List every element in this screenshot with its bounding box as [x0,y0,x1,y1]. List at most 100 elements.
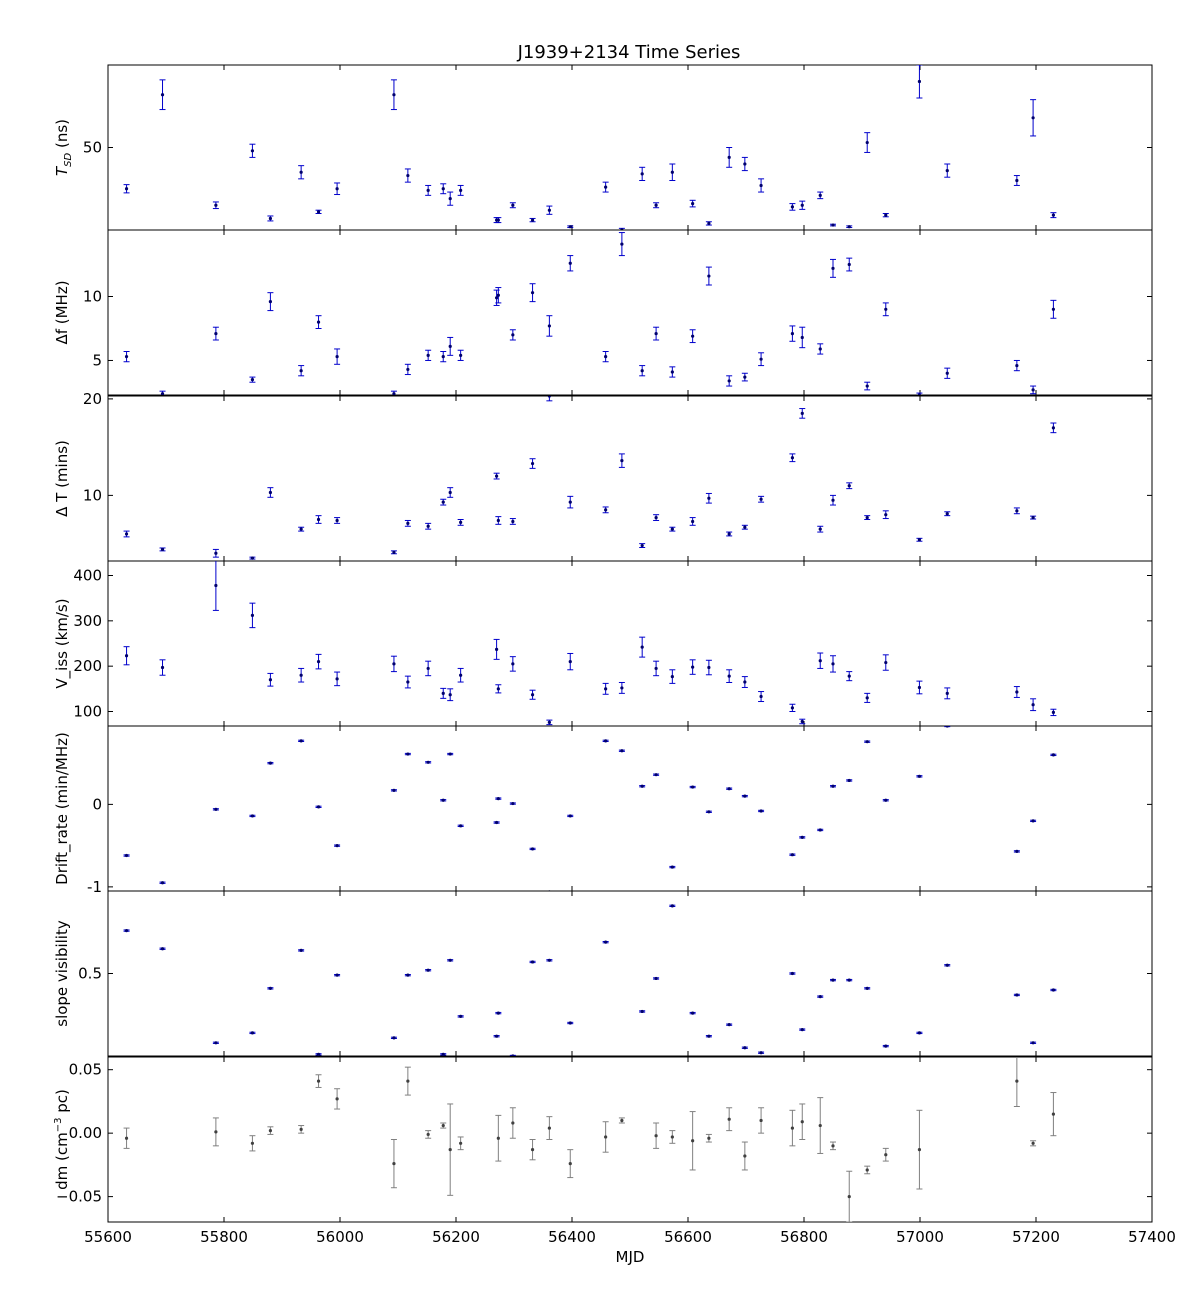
data-point [916,392,923,395]
marker [250,814,255,818]
marker [759,497,763,501]
marker [790,971,795,976]
data-point [653,660,660,677]
marker [448,1148,452,1152]
data-point [669,526,676,532]
data-point [249,376,256,383]
data-point [567,255,574,272]
data-point [639,543,646,548]
data-point [315,1052,322,1056]
marker [759,694,763,699]
marker [459,353,463,357]
marker [316,660,321,664]
data-point [298,365,305,377]
data-point [440,798,447,802]
data-point [267,672,274,687]
marker [547,720,551,724]
marker [335,677,339,681]
data-point [457,184,464,196]
marker [268,986,272,990]
data-point [529,458,536,469]
data-point [653,976,660,981]
data-point [159,547,166,552]
marker [743,794,747,798]
data-point [267,1126,274,1135]
marker [214,807,218,811]
marker [1015,1079,1019,1083]
marker [268,216,272,221]
data-point [817,652,824,669]
data-point [846,482,853,490]
data-point [669,904,676,908]
data-point [159,659,166,676]
marker [640,172,644,176]
marker [790,205,795,209]
marker [691,785,695,789]
marker [1031,515,1035,520]
data-point [830,1141,836,1151]
data-point [846,671,853,682]
data-point [425,968,432,972]
data-point [390,550,397,555]
data-point [529,217,536,223]
data-point [212,807,219,811]
marker [214,203,218,207]
data-point [653,326,660,341]
marker [917,538,922,542]
data-point [315,515,322,524]
marker [268,1129,272,1133]
panels-group: 50 TSD (ns) 5 10 Δf (MHz) 10 20 Δ T (mins) 100 20… [53,64,1153,1223]
marker [604,355,608,359]
marker [670,865,674,869]
data-point [741,794,748,798]
data-point [639,1009,646,1014]
marker [818,1123,822,1128]
data-point [509,202,516,209]
marker [160,665,165,670]
data-point [404,168,411,183]
data-point [817,343,824,355]
marker [124,187,129,191]
marker [392,1162,396,1166]
marker [604,687,608,691]
marker [640,784,644,788]
y-axis-label-tau: TSD (ns) [53,119,74,176]
data-point [1030,385,1037,395]
data-point [944,687,951,700]
data-point [390,79,397,111]
marker [392,550,396,554]
data-point [726,1023,733,1027]
marker [511,1054,515,1056]
marker [818,347,822,351]
data-point [689,517,696,526]
marker [604,940,608,944]
data-point [758,809,765,813]
marker [406,521,410,525]
data-point [653,514,660,521]
data-point [404,363,411,376]
marker [654,976,658,981]
data-point [249,814,256,818]
data-point [267,292,274,312]
panel-drift: -1 0 Drift_rate (min/MHz) [53,725,1153,896]
data-point [817,525,824,533]
marker [214,551,218,555]
marker [1015,690,1019,694]
marker [917,1148,922,1152]
marker [299,739,303,743]
marker [335,355,339,359]
data-point [212,1117,219,1147]
data-point [758,1051,765,1055]
marker [406,367,410,372]
marker [847,484,851,488]
data-point [602,181,609,193]
y-tick-label: 10 [83,486,102,504]
marker [459,824,463,828]
data-point [789,971,796,976]
marker [160,947,165,951]
data-point [916,1031,923,1035]
marker [335,844,339,848]
marker [831,498,835,502]
data-point [726,669,733,683]
data-point [789,1109,796,1147]
